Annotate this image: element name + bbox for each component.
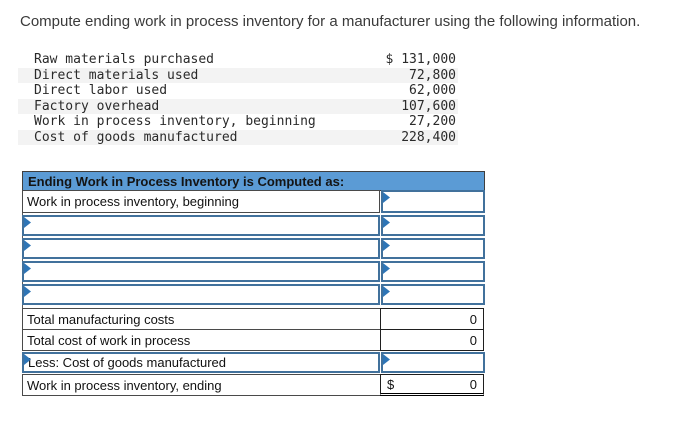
given-label: Cost of goods manufactured xyxy=(34,129,238,145)
given-value: 228,400 xyxy=(401,129,456,145)
given-row: Work in process inventory, beginning 27,… xyxy=(18,114,458,130)
given-row: Cost of goods manufactured 228,400 xyxy=(18,129,458,145)
given-row: Raw materials purchased $ 131,000 xyxy=(18,52,458,68)
given-label: Direct materials used xyxy=(34,67,199,83)
answer-input-cell[interactable] xyxy=(381,284,485,305)
row-label: Total cost of work in process xyxy=(27,332,191,348)
cell-marker-icon xyxy=(24,286,31,297)
given-label: Raw materials purchased xyxy=(34,52,215,67)
row-label-cell: Total manufacturing costs xyxy=(22,308,381,330)
worksheet-row xyxy=(22,215,485,236)
worksheet-header: Ending Work in Process Inventory is Comp… xyxy=(22,171,485,191)
cell-marker-icon xyxy=(24,263,31,274)
given-label: Direct labor used xyxy=(34,83,168,98)
label-dropdown-cell[interactable] xyxy=(22,215,380,236)
row-label: Work in process inventory, ending xyxy=(27,377,222,393)
given-label: Factory overhead xyxy=(34,98,160,114)
cell-marker-icon xyxy=(24,217,31,228)
label-dropdown-cell[interactable] xyxy=(22,238,380,259)
row-label-cell: Total cost of work in process xyxy=(22,329,381,351)
worksheet-row: Work in process inventory, ending $ 0 xyxy=(22,374,485,396)
answer-input-cell[interactable] xyxy=(381,352,485,373)
computed-value: 0 xyxy=(469,311,477,327)
page-title: Compute ending work in process inventory… xyxy=(20,13,641,30)
row-label: Work in process inventory, beginning xyxy=(27,194,239,209)
computed-value-cell: 0 xyxy=(380,308,484,330)
given-value: 27,200 xyxy=(409,114,456,129)
worksheet-row: Total manufacturing costs 0 xyxy=(22,308,485,330)
given-row: Factory overhead 107,600 xyxy=(18,98,458,114)
worksheet-row: Less: Cost of goods manufactured xyxy=(22,352,485,373)
given-value: $ 131,000 xyxy=(385,52,456,67)
cell-marker-icon xyxy=(383,240,390,251)
final-answer-cell: $ 0 xyxy=(380,374,484,396)
final-answer-value: 0 xyxy=(469,376,477,392)
worksheet-row: Total cost of work in process 0 xyxy=(22,329,485,351)
given-value: 72,800 xyxy=(409,67,456,83)
label-dropdown-cell[interactable]: Less: Cost of goods manufactured xyxy=(22,352,380,373)
given-value: 107,600 xyxy=(401,98,456,114)
cell-marker-icon xyxy=(383,354,390,365)
answer-input-cell[interactable] xyxy=(381,238,485,259)
worksheet-table: Ending Work in Process Inventory is Comp… xyxy=(22,171,485,396)
worksheet-row xyxy=(22,284,485,305)
given-row: Direct labor used 62,000 xyxy=(18,83,458,99)
given-value: 62,000 xyxy=(409,83,456,98)
cell-marker-icon xyxy=(24,354,31,365)
label-dropdown-cell[interactable] xyxy=(22,284,380,305)
label-dropdown-cell[interactable] xyxy=(22,261,380,282)
row-label: Total manufacturing costs xyxy=(27,311,175,327)
cell-marker-icon xyxy=(383,217,390,228)
given-row: Direct materials used 72,800 xyxy=(18,67,458,83)
worksheet-row: Work in process inventory, beginning xyxy=(22,190,485,213)
cell-marker-icon xyxy=(383,192,391,203)
row-label-cell: Work in process inventory, beginning xyxy=(22,190,381,213)
given-label: Work in process inventory, beginning xyxy=(34,114,316,129)
answer-input-cell[interactable] xyxy=(381,215,485,236)
computed-value: 0 xyxy=(469,332,477,348)
worksheet-row xyxy=(22,238,485,259)
cell-marker-icon xyxy=(383,286,390,297)
currency-symbol: $ xyxy=(387,376,395,392)
worksheet-row xyxy=(22,261,485,282)
answer-input-cell[interactable] xyxy=(381,261,485,282)
answer-input-cell[interactable] xyxy=(381,190,485,213)
cell-marker-icon xyxy=(24,240,31,251)
given-data-table: Raw materials purchased $ 131,000 Direct… xyxy=(18,52,458,145)
row-label: Less: Cost of goods manufactured xyxy=(28,355,227,370)
computed-value-cell: 0 xyxy=(380,329,484,351)
row-label-cell: Work in process inventory, ending xyxy=(22,374,381,396)
cell-marker-icon xyxy=(383,263,390,274)
